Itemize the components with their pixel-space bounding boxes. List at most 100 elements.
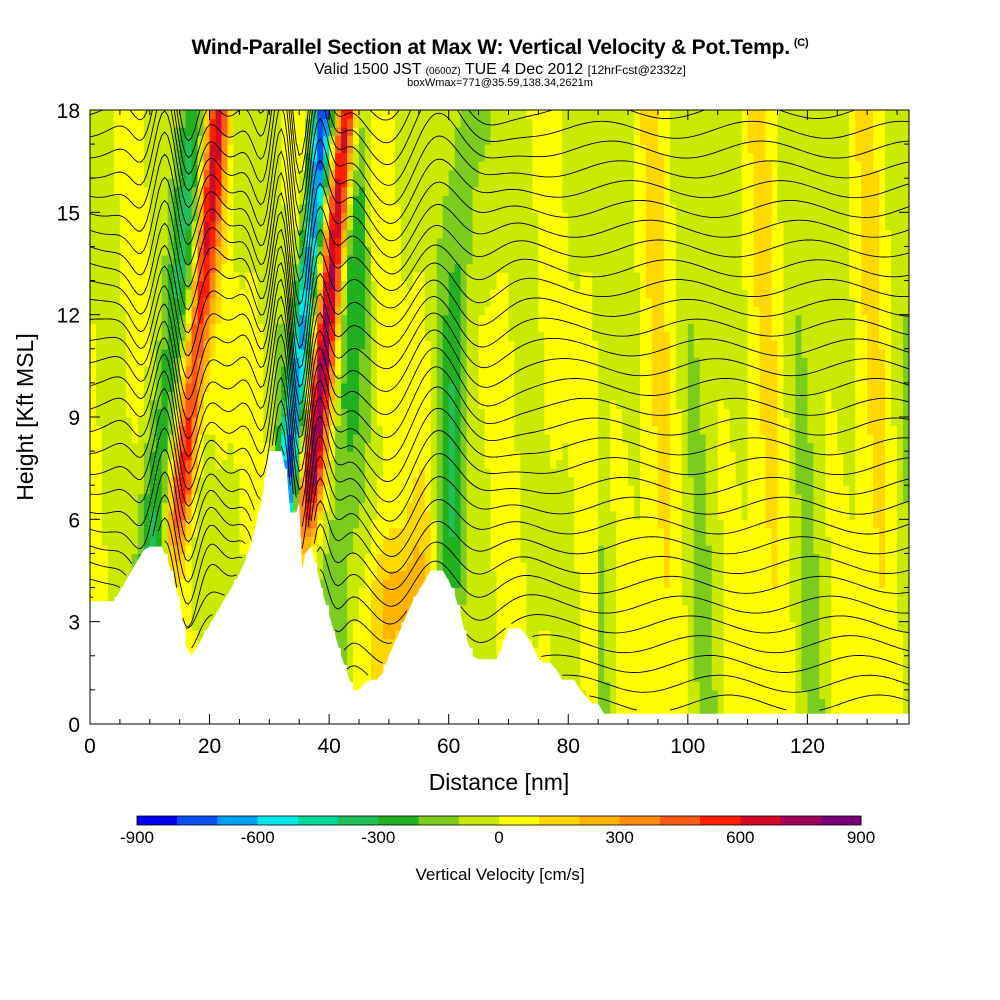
velocity-cell (586, 681, 593, 691)
velocity-cell (580, 237, 587, 247)
velocity-cell (436, 186, 444, 196)
velocity-cell (442, 502, 450, 512)
velocity-cell (400, 425, 408, 435)
velocity-cell (269, 195, 276, 205)
velocity-cell (466, 502, 474, 512)
velocity-cell (466, 110, 474, 120)
velocity-cell (412, 527, 420, 537)
velocity-cell (371, 152, 378, 162)
velocity-cell (102, 553, 109, 563)
velocity-cell (550, 536, 557, 546)
velocity-cell (191, 169, 199, 179)
velocity-cell (556, 596, 563, 606)
velocity-cell (436, 152, 444, 162)
velocity-cell (203, 417, 211, 427)
velocity-cell (472, 306, 480, 316)
velocity-cell (96, 178, 103, 188)
velocity-cell (215, 502, 223, 512)
velocity-cell (424, 306, 432, 316)
velocity-cell (592, 638, 599, 648)
velocity-cell (197, 272, 205, 282)
velocity-cell (556, 289, 563, 299)
velocity-cell (341, 314, 348, 324)
velocity-cell (341, 468, 348, 478)
velocity-cell (574, 579, 581, 589)
velocity-cell (155, 493, 163, 503)
velocity-cell (454, 562, 462, 572)
velocity-cell (293, 118, 300, 128)
velocity-cell (406, 544, 414, 554)
velocity-cell (323, 212, 330, 222)
velocity-cell (329, 272, 336, 282)
velocity-cell (412, 357, 420, 367)
velocity-cell (424, 331, 432, 341)
velocity-cell (359, 306, 366, 316)
velocity-cell (341, 357, 348, 367)
velocity-cell (538, 255, 545, 265)
velocity-cell (359, 613, 366, 623)
velocity-cell (323, 399, 330, 409)
velocity-cell (556, 579, 563, 589)
velocity-cell (197, 203, 205, 213)
velocity-cell (119, 272, 127, 282)
velocity-cell (125, 459, 133, 469)
velocity-cell (568, 485, 575, 495)
velocity-cell (191, 596, 199, 606)
velocity-cell (293, 451, 300, 461)
velocity-cell (347, 434, 354, 444)
velocity-cell (592, 357, 599, 367)
velocity-cell (460, 246, 468, 256)
velocity-cell (323, 263, 330, 273)
velocity-cell (496, 570, 504, 580)
velocity-cell (484, 144, 492, 154)
velocity-cell (161, 425, 169, 435)
velocity-cell (293, 502, 300, 512)
velocity-cell (514, 203, 521, 213)
velocity-cell (251, 161, 258, 171)
velocity-cell (371, 562, 378, 572)
velocity-cell (90, 323, 97, 333)
velocity-cell (257, 280, 264, 290)
velocity-cell (137, 110, 145, 120)
velocity-cell (394, 263, 402, 273)
velocity-cell (137, 348, 145, 358)
velocity-cell (359, 212, 366, 222)
velocity-cell (191, 195, 199, 205)
velocity-cell (382, 519, 390, 529)
velocity-cell (418, 314, 426, 324)
velocity-cell (538, 604, 545, 614)
velocity-cell (508, 459, 516, 469)
velocity-cell (227, 195, 235, 205)
velocity-cell (203, 272, 211, 282)
velocity-cell (341, 255, 348, 265)
velocity-cell (329, 255, 336, 265)
velocity-cell (556, 647, 563, 657)
velocity-cell (424, 263, 432, 273)
velocity-cell (526, 562, 533, 572)
velocity-cell (544, 374, 551, 384)
velocity-cell (197, 408, 205, 418)
velocity-cell (215, 425, 223, 435)
velocity-cell (347, 630, 354, 640)
velocity-cell (107, 118, 115, 128)
velocity-cell (496, 357, 504, 367)
velocity-cell (179, 502, 187, 512)
velocity-cell (514, 220, 521, 230)
velocity-cell (353, 527, 360, 537)
velocity-cell (550, 195, 557, 205)
velocity-cell (90, 596, 97, 606)
velocity-cell (179, 144, 187, 154)
velocity-cell (173, 570, 181, 580)
velocity-cell (96, 161, 103, 171)
velocity-cell (137, 263, 145, 273)
velocity-cell (418, 357, 426, 367)
velocity-cell (382, 331, 390, 341)
velocity-cell (96, 476, 103, 486)
velocity-cell (191, 519, 199, 529)
velocity-cell (562, 161, 569, 171)
velocity-cell (430, 323, 438, 333)
velocity-cell (329, 357, 336, 367)
velocity-cell (556, 169, 563, 179)
velocity-cell (550, 596, 557, 606)
velocity-cell (155, 510, 163, 520)
